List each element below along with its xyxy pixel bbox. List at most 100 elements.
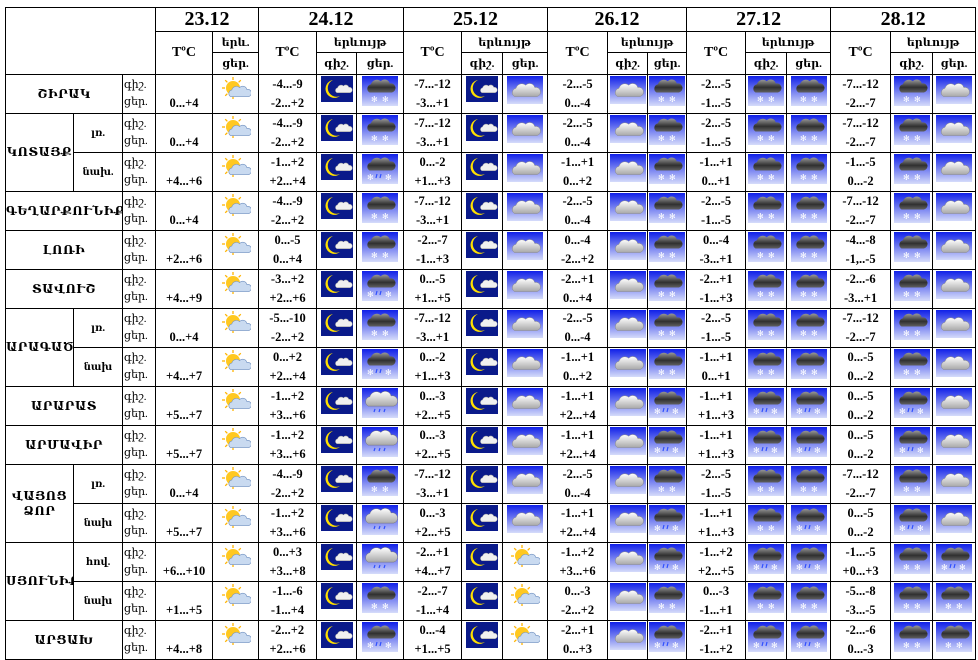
phenomenon-header: երևույթ (461, 31, 549, 53)
day-temperature: 0...-3 (847, 642, 874, 656)
day-temperature: -1...+3 (699, 291, 733, 305)
weather-icon-cell (502, 113, 549, 153)
weather-icon-cell: ✻ ✻ (890, 230, 934, 270)
svg-text:✻: ✻ (367, 641, 374, 650)
weather-icon-cell: ✻ ✻ (356, 191, 405, 231)
weather-icon-cell (461, 620, 504, 660)
night-temperature: -2...-5 (562, 116, 593, 130)
svg-text:✻: ✻ (658, 212, 665, 221)
snow-icon: ✻ ✻ (747, 271, 786, 301)
svg-text:✻: ✻ (914, 485, 921, 494)
weather-icon-cell: ✻ ✻ (647, 386, 688, 426)
day-temperature: -2...+2 (270, 330, 305, 344)
snow-icon: ✻ ✻ (892, 193, 932, 223)
temperature-cell: -1...-5 0...-2 (830, 152, 892, 192)
weather-icon-cell (607, 230, 649, 270)
svg-text:✻: ✻ (382, 485, 389, 494)
cloudy-icon (609, 76, 647, 104)
day-label: ցեր. (124, 564, 148, 576)
snow-icon: ✻ ✻ (892, 232, 932, 262)
svg-text:✻: ✻ (768, 602, 775, 611)
night-temperature: 0...-5 (847, 506, 874, 520)
table-row: ԱՐԱԳԱԾՈՏՆլռ.գիշ. ցեր. 0...+4 -5...-10 -2...+… (5, 308, 977, 387)
temperature-cell: -1...+1 0...+2 (547, 347, 609, 387)
night-partly-cloudy-icon (463, 232, 502, 258)
snow-icon: ✻ ✻ (892, 271, 932, 301)
snow-icon: ✻ ✻ (358, 115, 403, 145)
svg-text:✻: ✻ (771, 641, 778, 650)
svg-text:✻: ✻ (800, 212, 807, 221)
weather-icon-cell: ✻ ✻ (745, 308, 788, 348)
night-temperature: -1...+2 (560, 545, 595, 559)
weather-icon-cell: ✻ ✻ (786, 464, 832, 504)
weather-icon-cell: ✻ ✻ (356, 74, 405, 114)
day-temperature: -1...+1 (699, 603, 733, 617)
svg-text:✻: ✻ (903, 485, 910, 494)
night-partly-cloudy-icon (463, 349, 502, 375)
cloudy-icon (609, 271, 647, 299)
night-partly-cloudy-icon (318, 232, 356, 258)
svg-text:✻: ✻ (757, 95, 764, 104)
svg-text:✻: ✻ (796, 641, 803, 650)
weather-icon-cell: ✻ ✻ (932, 581, 977, 621)
svg-text:✻: ✻ (811, 212, 818, 221)
temperature-cell: -3...+2 +2...+6 (258, 269, 318, 309)
day-temperature: +2...+4 (269, 369, 306, 383)
night-label: գիշ. (124, 391, 147, 403)
table-row: նախ գիշ. ցեր. +5...+7 -1...+2 +3...+6 0...-3 +2… (6, 503, 977, 543)
temp-header: TºC (403, 31, 463, 75)
phenomenon-header: երևույթ (316, 31, 405, 53)
weather-icon-cell: ✻ ✻ (890, 269, 934, 309)
svg-text:✻: ✻ (899, 407, 906, 416)
weather-icon-cell: ✻ ✻ (786, 386, 832, 426)
weather-icon-cell (461, 464, 504, 504)
night-temperature: -1...+1 (699, 506, 733, 520)
svg-text:✻: ✻ (672, 524, 679, 533)
cloudy-icon (934, 154, 975, 182)
weather-icon-cell (932, 230, 977, 270)
day-header: ցեր. (932, 52, 977, 75)
night-label: գիշ. (124, 313, 147, 325)
svg-text:✻: ✻ (914, 641, 921, 650)
weather-icon-cell: ✻ ✻ (890, 503, 934, 543)
cloudy-icon (504, 427, 547, 455)
day-label: ցեր. (124, 642, 148, 654)
day-temperature: 0...-2 (847, 408, 874, 422)
snow-icon: ✻ ✻ (788, 154, 830, 184)
svg-text:✻: ✻ (800, 368, 807, 377)
night-label: գիշ. (124, 352, 147, 364)
night-temperature: -2...-5 (700, 77, 732, 91)
day-temperature: -3...+1 (415, 213, 450, 227)
day-label: ցեր. (124, 252, 148, 264)
day-temperature: +3...+6 (269, 408, 306, 422)
svg-text:✻: ✻ (757, 173, 764, 182)
sleet-icon: ✻ ✻ (892, 505, 932, 535)
weather-icon-cell: ✻ ✻ (786, 191, 832, 231)
day-temperature: +2...+5 (698, 564, 735, 578)
day-temperature: -2...+2 (270, 213, 305, 227)
day-header: ցեր. (212, 52, 260, 75)
weather-icon-cell (212, 191, 260, 231)
svg-text:✻: ✻ (768, 524, 775, 533)
svg-text:✻: ✻ (753, 446, 760, 455)
weather-icon-cell: ✻ ✻ (932, 620, 977, 660)
snow-icon: ✻ ✻ (649, 271, 686, 301)
night-temperature: -1...-6 (272, 584, 303, 598)
temperature-cell: -2...-5 0...-4 (547, 308, 609, 348)
svg-text:✻: ✻ (914, 212, 921, 221)
weather-icon-cell (461, 386, 504, 426)
day-temperature: 0...-4 (564, 486, 591, 500)
weather-icon-cell (502, 230, 549, 270)
day-temperature: 0...-4 (564, 213, 591, 227)
day-temperature: -1...-5 (700, 135, 732, 149)
weather-icon-cell: ✻ ✻ (647, 542, 688, 582)
table-row: ԼՈՌԻ գիշ. ցեր. +2...+6 0...-5 0...+4 ✻ ✻ -2...-7… (5, 230, 977, 270)
night-temperature: -2...-6 (845, 272, 876, 286)
temperature-cell: -7...-12 -2...-7 (830, 113, 892, 153)
sleet-icon: ✻ ✻ (892, 427, 932, 457)
weather-icon-cell (461, 542, 504, 582)
night-temperature: -4...-9 (272, 194, 303, 208)
svg-text:✻: ✻ (371, 95, 378, 104)
temperature-cell: -4...-9 -2...+2 (258, 464, 318, 504)
region-name: ԱՐԱԳԱԾՈՏՆ (5, 308, 74, 387)
